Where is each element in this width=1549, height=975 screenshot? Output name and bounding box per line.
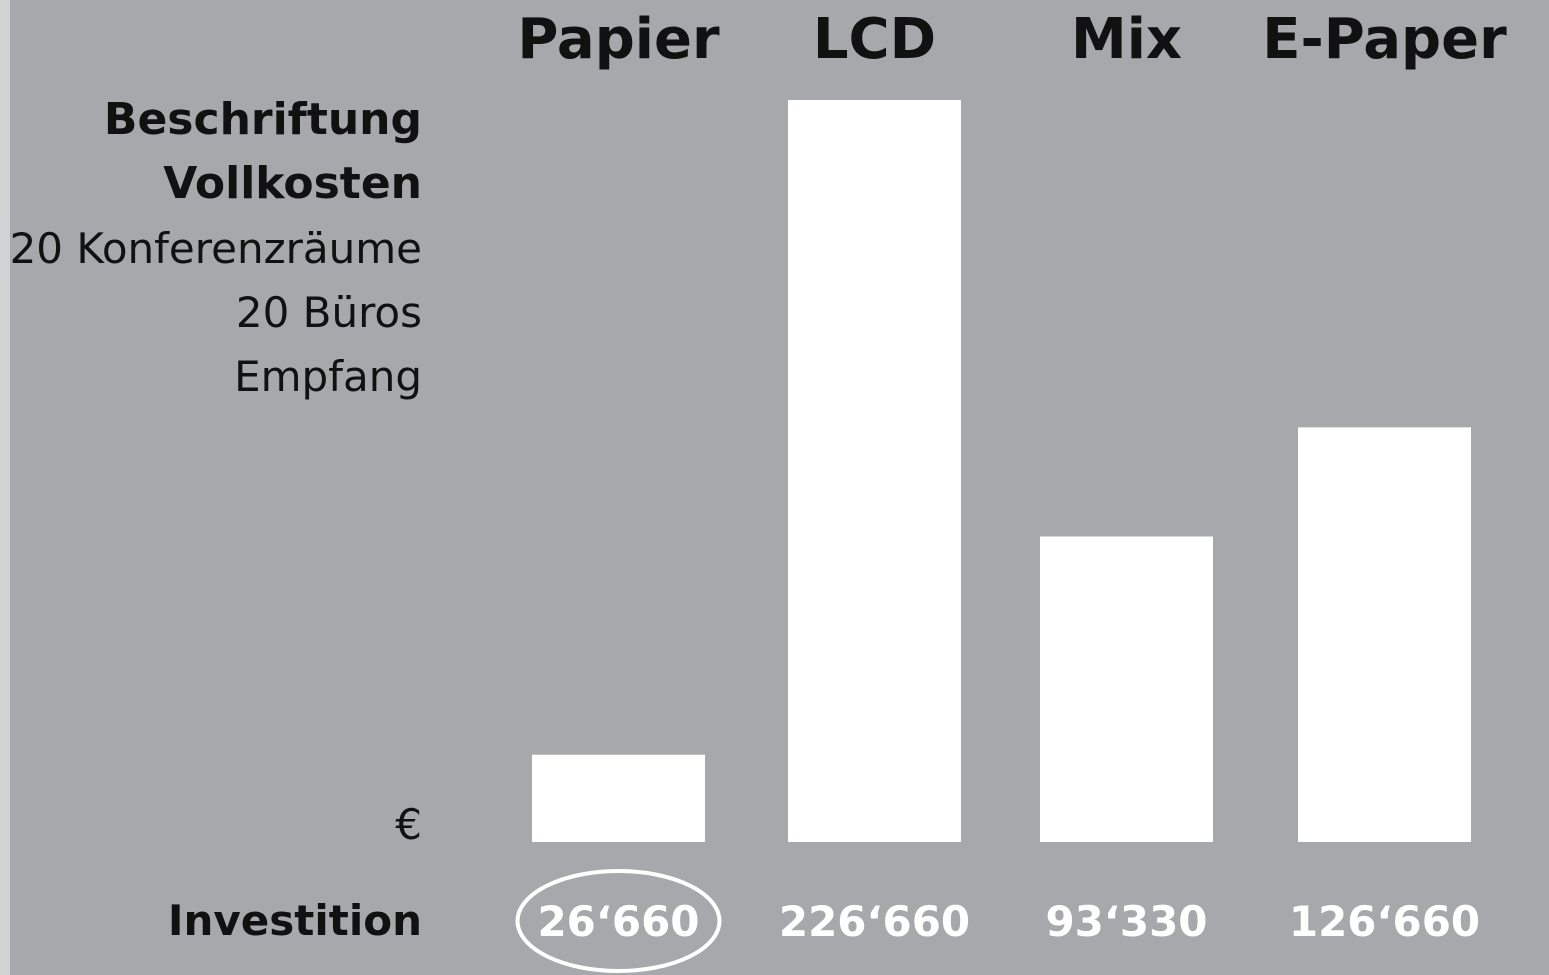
subtitle-line-1: Beschriftung xyxy=(103,94,422,145)
description-line-3: Empfang xyxy=(234,352,422,401)
value-label-papier: 26‘660 xyxy=(537,897,699,946)
value-row-label: Investition xyxy=(167,896,422,945)
value-label-lcd: 226‘660 xyxy=(779,897,970,946)
left-edge-strip xyxy=(0,0,10,975)
unit-label: € xyxy=(395,800,422,849)
category-label-e-paper: E-Paper xyxy=(1262,7,1507,72)
subtitle-line-2: Vollkosten xyxy=(163,158,422,209)
bar-mix xyxy=(1040,536,1213,842)
description-line-1: 20 Konferenzräume xyxy=(9,224,422,273)
highlight-ellipse xyxy=(515,869,722,973)
bar-lcd xyxy=(788,100,961,842)
value-label-mix: 93‘330 xyxy=(1045,897,1207,946)
category-label-mix: Mix xyxy=(1071,7,1182,72)
bar-papier xyxy=(532,754,705,842)
bar-e-paper xyxy=(1298,427,1471,842)
value-label-e-paper: 126‘660 xyxy=(1289,897,1480,946)
category-label-lcd: LCD xyxy=(813,7,936,72)
category-label-papier: Papier xyxy=(517,7,720,72)
description-line-2: 20 Büros xyxy=(235,288,422,337)
